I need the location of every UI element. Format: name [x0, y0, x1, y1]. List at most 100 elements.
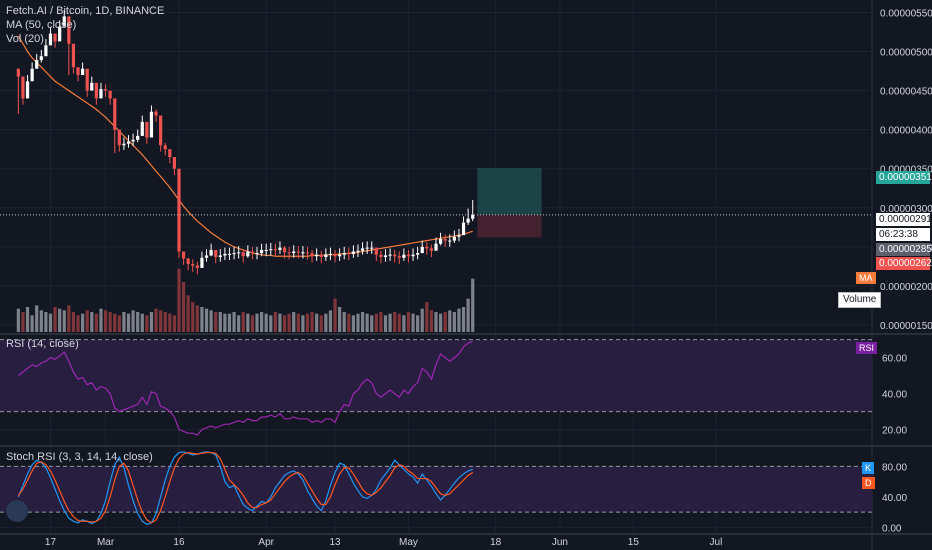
candle — [200, 257, 204, 268]
time-axis-tick: May — [399, 537, 418, 548]
candle — [209, 249, 213, 256]
volume-bar — [471, 278, 475, 332]
volume-bar — [154, 308, 158, 332]
candle — [282, 247, 287, 253]
rsi-axis-tick: 40.00 — [882, 390, 907, 401]
candle — [131, 139, 135, 142]
candle — [383, 255, 388, 258]
countdown-tag: 06:23:38 — [876, 228, 930, 241]
candle — [443, 239, 447, 241]
candle — [163, 145, 167, 150]
candle — [62, 16, 66, 27]
volume-bar — [168, 313, 172, 332]
volume-bar — [94, 313, 98, 332]
candle — [420, 246, 424, 254]
candle — [471, 214, 475, 219]
volume-bar — [443, 312, 447, 332]
candle — [461, 222, 466, 236]
candle — [237, 252, 241, 254]
volume-bar — [315, 313, 319, 332]
candle — [232, 253, 236, 255]
vol-legend[interactable]: Vol (20) — [6, 33, 44, 45]
candle — [58, 26, 62, 42]
stop-zone — [477, 214, 542, 238]
volume-bar — [53, 307, 57, 332]
volume-bar — [416, 315, 420, 332]
current-price-tag: 0.00000291 — [876, 213, 932, 226]
price-pane[interactable] — [0, 10, 872, 332]
candle — [273, 249, 277, 251]
symbol-legend[interactable]: Fetch.AI / Bitcoin, 1D, BINANCE — [6, 5, 165, 17]
candle — [177, 168, 181, 252]
candle — [347, 253, 351, 255]
volume-bar — [324, 313, 328, 332]
time-axis-tick: Jul — [710, 537, 723, 548]
candle — [223, 253, 227, 256]
volume-bar — [379, 312, 383, 332]
volume-bar — [397, 313, 401, 332]
candle — [429, 248, 434, 251]
volume-bar — [149, 312, 154, 332]
candle — [448, 240, 452, 242]
candle — [305, 252, 310, 254]
candle — [438, 239, 443, 244]
volume-bar — [58, 308, 62, 332]
volume-bar — [25, 307, 30, 332]
volume-bar — [181, 282, 186, 332]
stoch-axis-tick: 0.00 — [882, 523, 902, 534]
target-zone — [477, 167, 542, 215]
target-price-tag: 0.00000351 — [876, 171, 932, 184]
candle — [416, 253, 420, 255]
volume-bar — [269, 315, 273, 332]
candle — [241, 252, 245, 257]
volume-bar — [411, 313, 415, 332]
volume-bar — [434, 312, 438, 332]
volume-bar — [292, 312, 296, 332]
candle — [365, 247, 369, 249]
candle — [388, 254, 392, 256]
stoch-k-line — [17, 451, 473, 526]
candle — [466, 218, 470, 223]
volume-bar — [319, 315, 323, 332]
volume-bar — [195, 305, 199, 332]
volume-bar — [273, 312, 277, 332]
volume-bar — [338, 307, 342, 332]
volume-bar — [39, 310, 43, 332]
time-axis-tick: Jun — [552, 537, 568, 548]
candle — [402, 254, 406, 258]
time-axis-tick: Mar — [97, 537, 115, 548]
stoch-rsi-pane[interactable] — [0, 451, 872, 526]
candle — [406, 254, 411, 257]
volume-bar — [301, 315, 305, 332]
stoch-rsi-legend[interactable]: Stoch RSI (3, 3, 14, 14, close) — [6, 451, 153, 463]
candle — [149, 111, 154, 138]
volume-bar — [35, 305, 39, 332]
candle — [108, 90, 112, 99]
volume-bar — [30, 315, 34, 332]
rsi-pane[interactable] — [0, 339, 872, 436]
tradingview-logo-icon[interactable] — [6, 500, 28, 522]
volume-bar — [342, 312, 346, 332]
candle — [113, 98, 117, 130]
volume-bar — [365, 313, 369, 332]
volume-bar — [159, 310, 163, 332]
volume-bar — [163, 312, 167, 332]
candle — [324, 254, 328, 258]
volume-bar — [204, 308, 209, 332]
ma-legend[interactable]: MA (50, close) — [6, 19, 77, 31]
candle — [301, 252, 305, 254]
volume-bar — [282, 315, 287, 332]
price-axis-tick: 0.00000450 — [880, 87, 932, 98]
candle — [39, 56, 43, 61]
ma-price-tag: 0.00000262 — [876, 257, 932, 270]
volume-bar — [113, 313, 117, 332]
rsi-axis-tick: 60.00 — [882, 354, 907, 365]
volume-bar — [16, 308, 20, 332]
rsi-legend[interactable]: RSI (14, close) — [6, 338, 79, 350]
candle — [315, 254, 319, 257]
candle — [227, 253, 232, 255]
volume-bar — [438, 313, 443, 332]
candle — [76, 67, 80, 75]
candle — [191, 264, 195, 266]
